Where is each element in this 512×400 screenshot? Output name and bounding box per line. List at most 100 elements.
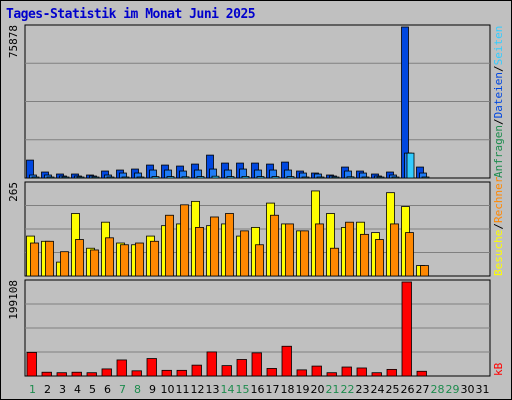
bar-seiten-day-8 xyxy=(136,176,145,179)
bar-rechner-day-14 xyxy=(225,213,234,277)
bar-seiten-day-13 xyxy=(211,175,220,179)
x-tick-label-day-27: 27 xyxy=(416,383,430,396)
bar-rechner-day-4 xyxy=(75,239,84,277)
chart-title: Tages-Statistik im Monat Juni 2025 xyxy=(6,7,256,22)
x-tick-label-day-7: 7 xyxy=(119,383,126,396)
x-tick-label-day-31: 31 xyxy=(476,383,490,396)
bar-seiten-day-25 xyxy=(391,176,400,179)
bar-kb-day-8 xyxy=(131,370,142,377)
x-tick-label-day-15: 15 xyxy=(236,383,250,396)
x-tick-label-day-6: 6 xyxy=(104,383,111,396)
bar-rechner-day-8 xyxy=(135,242,144,277)
bar-rechner-day-26 xyxy=(405,232,414,277)
x-tick-label-day-21: 21 xyxy=(326,383,340,396)
bar-seiten-day-1 xyxy=(31,176,40,179)
series-label-panel-1-part: / xyxy=(492,118,505,125)
bar-seiten-day-21 xyxy=(331,176,340,179)
bar-seiten-day-4 xyxy=(76,176,85,179)
bar-rechner-day-5 xyxy=(90,249,99,277)
x-tick-label-day-13: 13 xyxy=(206,383,220,396)
x-tick-label-day-3: 3 xyxy=(59,383,66,396)
bar-kb-day-5 xyxy=(86,372,97,377)
bar-rechner-day-23 xyxy=(360,233,369,277)
series-label-panel-2-part: / xyxy=(492,223,505,230)
bar-seiten-day-14 xyxy=(226,176,235,179)
bar-seiten-day-18 xyxy=(286,176,295,179)
x-tick-label-day-20: 20 xyxy=(311,383,325,396)
bar-seiten-day-9 xyxy=(151,176,160,179)
bar-rechner-day-20 xyxy=(315,223,324,277)
x-tick-label-day-2: 2 xyxy=(44,383,51,396)
x-tick-label-day-11: 11 xyxy=(176,383,190,396)
bar-rechner-day-7 xyxy=(120,244,129,277)
bar-kb-day-19 xyxy=(296,369,307,377)
bar-kb-day-26 xyxy=(401,281,412,377)
bar-rechner-day-15 xyxy=(240,230,249,277)
bar-seiten-day-12 xyxy=(196,176,205,179)
bar-kb-day-2 xyxy=(41,371,52,377)
bar-rechner-day-1 xyxy=(30,242,39,277)
bar-seiten-day-23 xyxy=(361,176,370,179)
bar-rechner-day-9 xyxy=(150,240,159,277)
series-label-panel-3-part: kB xyxy=(492,362,505,376)
bar-kb-day-11 xyxy=(176,369,187,377)
bar-rechner-day-18 xyxy=(285,223,294,277)
bar-kb-day-1 xyxy=(26,351,37,377)
bar-seiten-day-19 xyxy=(301,176,310,179)
bar-seiten-day-6 xyxy=(106,176,115,179)
x-tick-label-day-26: 26 xyxy=(401,383,415,396)
bar-kb-day-16 xyxy=(251,352,262,377)
series-label-panel-2-part: Besuche xyxy=(492,230,505,276)
series-label-panel-3: kB xyxy=(492,362,505,376)
bar-kb-day-7 xyxy=(116,359,127,377)
bar-rechner-day-17 xyxy=(270,214,279,277)
bar-kb-day-18 xyxy=(281,345,292,377)
x-tick-label-day-5: 5 xyxy=(89,383,96,396)
bar-kb-day-9 xyxy=(146,358,157,377)
series-label-panel-1-part: Anfragen xyxy=(492,125,505,178)
bar-rechner-day-6 xyxy=(105,237,114,277)
bar-rechner-day-19 xyxy=(300,230,309,277)
bar-kb-day-23 xyxy=(356,367,367,377)
bar-kb-day-22 xyxy=(341,366,352,377)
bar-rechner-day-21 xyxy=(330,247,339,277)
bar-rechner-day-13 xyxy=(210,216,219,277)
bar-seiten-day-17 xyxy=(271,176,280,179)
y-axis-max-label-1: 75878 xyxy=(7,25,20,58)
bar-seiten-day-16 xyxy=(256,176,265,179)
bar-rechner-day-12 xyxy=(195,226,204,277)
x-tick-label-day-23: 23 xyxy=(356,383,370,396)
bar-seiten-day-3 xyxy=(61,176,70,179)
x-tick-label-day-30: 30 xyxy=(461,383,475,396)
bar-seiten-day-11 xyxy=(181,176,190,179)
bar-rechner-day-25 xyxy=(390,223,399,277)
bar-seiten-day-20 xyxy=(316,176,325,179)
x-tick-label-day-4: 4 xyxy=(74,383,81,396)
x-tick-label-day-28: 28 xyxy=(431,383,445,396)
bar-seiten-day-15 xyxy=(241,176,250,179)
bar-kb-day-4 xyxy=(71,371,82,377)
bar-kb-day-24 xyxy=(371,372,382,377)
bar-rechner-day-24 xyxy=(375,239,384,277)
bar-kb-day-27 xyxy=(416,370,427,377)
x-tick-label-day-22: 22 xyxy=(341,383,355,396)
bar-kb-day-14 xyxy=(221,365,232,377)
x-tick-label-day-16: 16 xyxy=(251,383,265,396)
bar-rechner-day-2 xyxy=(45,240,54,277)
x-tick-label-day-17: 17 xyxy=(266,383,280,396)
bar-seiten-day-27 xyxy=(421,176,430,179)
x-tick-label-day-9: 9 xyxy=(149,383,156,396)
bar-kb-day-13 xyxy=(206,351,217,377)
bar-kb-day-6 xyxy=(101,368,112,377)
x-tick-label-day-18: 18 xyxy=(281,383,295,396)
bar-rechner-day-22 xyxy=(345,221,354,277)
bar-kb-day-12 xyxy=(191,364,202,377)
x-tick-label-day-10: 10 xyxy=(161,383,175,396)
series-label-panel-2: Besuche/Rechner xyxy=(492,176,505,276)
bar-rechner-day-10 xyxy=(165,214,174,277)
series-label-panel-1: Anfragen/Dateien/Seiten xyxy=(492,26,505,178)
y-axis-max-label-2: 265 xyxy=(7,182,20,202)
bar-kb-day-20 xyxy=(311,365,322,377)
series-label-panel-2-part: Rechner xyxy=(492,176,505,223)
series-label-panel-1-part: Dateien xyxy=(492,72,505,118)
